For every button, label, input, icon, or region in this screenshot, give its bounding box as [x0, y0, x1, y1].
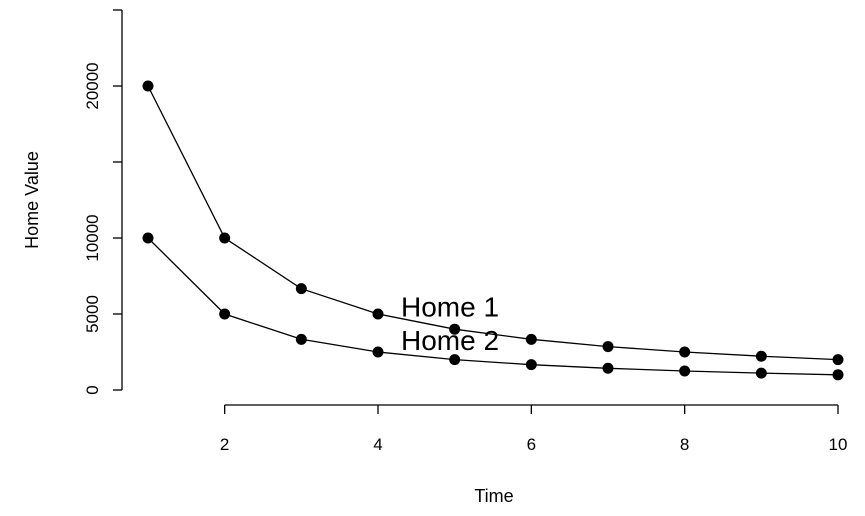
- series-1-point-8: [679, 346, 691, 358]
- series-2-point-9: [755, 367, 767, 379]
- series-group: [142, 80, 844, 381]
- series-1-point-3: [295, 283, 307, 295]
- y-tick-label-0: 0: [83, 385, 102, 394]
- annotation-2: Home 2: [401, 325, 499, 356]
- series-2-point-7: [602, 362, 614, 374]
- series-1-point-5: [449, 323, 461, 335]
- series-1-line: [147, 85, 839, 361]
- series-2-point-2: [219, 308, 231, 320]
- series-1-point-9: [755, 350, 767, 362]
- series-2-point-1: [142, 232, 154, 244]
- series-1-point-7: [602, 341, 614, 353]
- y-tick-label-5000: 5000: [83, 295, 102, 333]
- y-axis-title: Home Value: [22, 151, 42, 249]
- x-tick-label-10: 10: [829, 435, 848, 454]
- series-2-point-5: [449, 354, 461, 366]
- series-2-point-4: [372, 346, 384, 358]
- series-2-point-8: [679, 365, 691, 377]
- series-1-point-4: [372, 308, 384, 320]
- series-1-point-10: [832, 354, 844, 366]
- series-1-point-2: [219, 232, 231, 244]
- series-2-point-10: [832, 369, 844, 381]
- series-2-line: [147, 237, 839, 376]
- y-tick-label-20000: 20000: [83, 62, 102, 109]
- series-2-point-3: [295, 333, 307, 345]
- series-2-point-6: [525, 359, 537, 371]
- series-1-point-6: [525, 333, 537, 345]
- x-tick-label-4: 4: [373, 435, 382, 454]
- axes: 2 4 6 8 10 0 5000 10000 20000: [83, 9, 848, 454]
- x-tick-label-8: 8: [680, 435, 689, 454]
- x-tick-label-6: 6: [527, 435, 536, 454]
- y-tick-label-10000: 10000: [83, 214, 102, 261]
- x-tick-label-2: 2: [220, 435, 229, 454]
- annotation-1: Home 1: [401, 291, 499, 322]
- x-axis-title: Time: [474, 486, 513, 506]
- series-1-point-1: [142, 80, 154, 92]
